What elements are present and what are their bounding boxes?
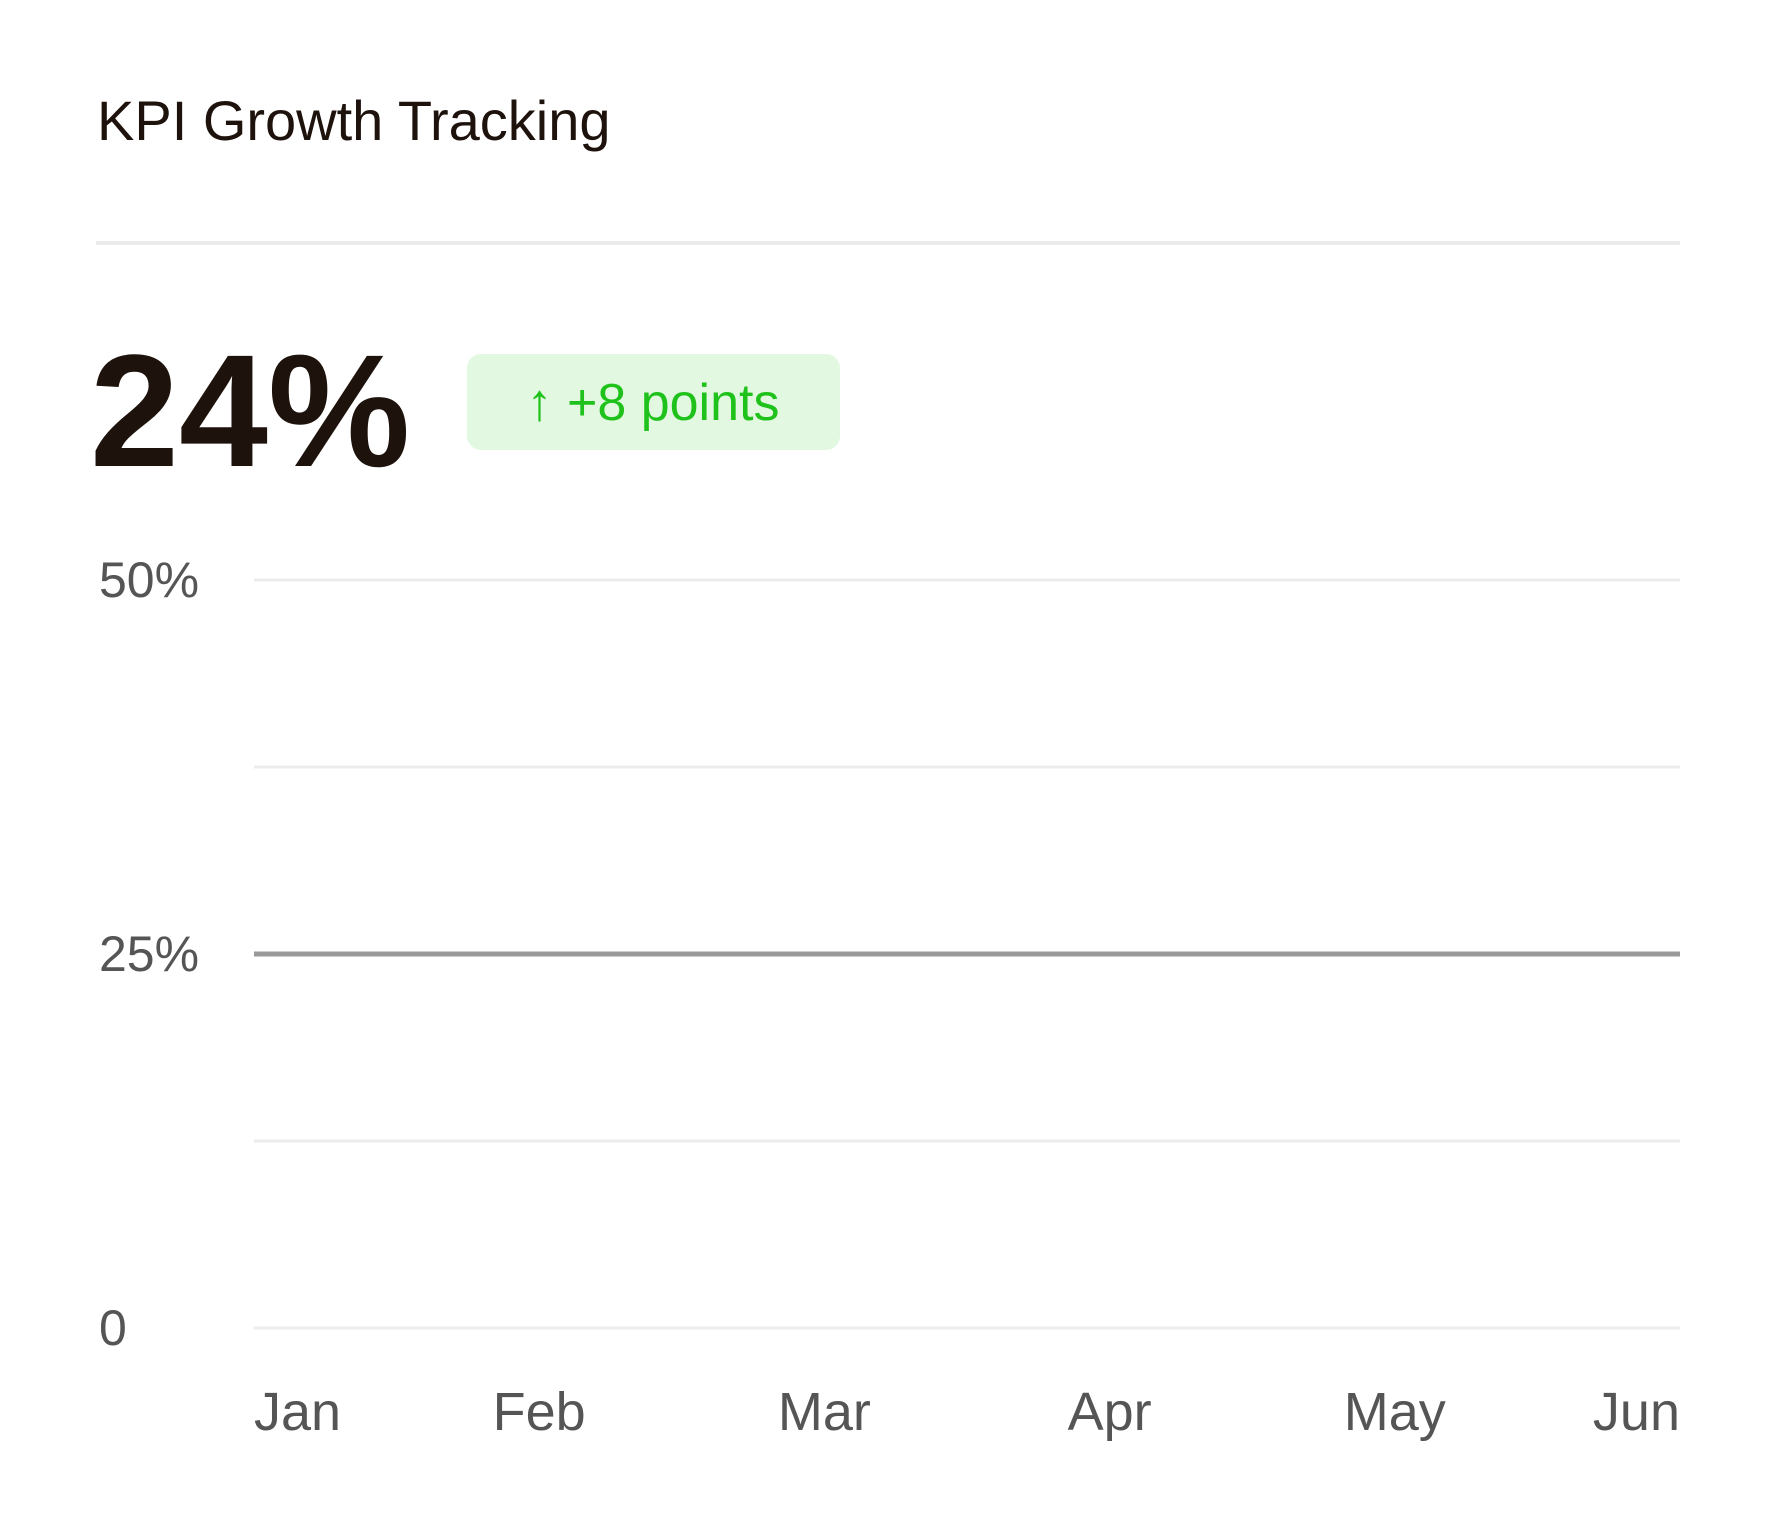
y-tick-label: 25% — [99, 926, 199, 982]
change-badge-text: ↑ +8 points — [527, 374, 780, 432]
card-title: KPI Growth Tracking — [97, 89, 611, 152]
headline-value: 24% — [90, 321, 410, 500]
x-tick-label: Jan — [254, 1382, 341, 1442]
x-tick-label: Mar — [778, 1382, 871, 1442]
x-tick-label: Jun — [1593, 1382, 1680, 1442]
x-tick-label: May — [1344, 1382, 1446, 1442]
change-badge — [467, 354, 840, 450]
y-tick-label: 0 — [99, 1300, 127, 1356]
y-tick-label: 50% — [99, 552, 199, 608]
x-tick-label: Feb — [493, 1382, 586, 1442]
x-tick-label: Apr — [1068, 1382, 1152, 1442]
